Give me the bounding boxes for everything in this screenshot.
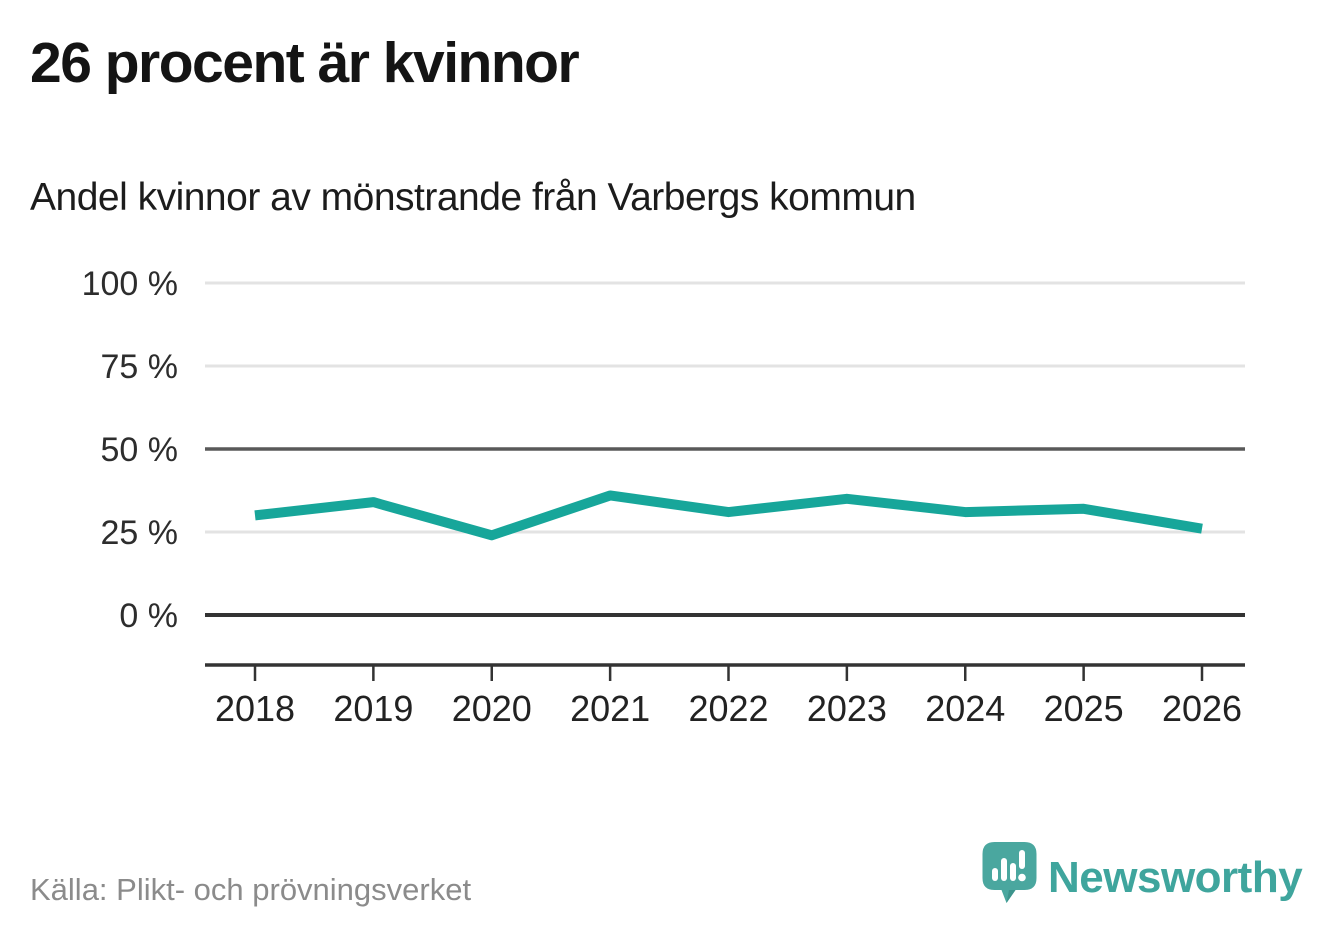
newsworthy-logo bbox=[981, 841, 1038, 905]
newsworthy-wordmark: Newsworthy bbox=[1048, 853, 1303, 902]
logo-bar-1 bbox=[992, 868, 998, 881]
logo-bar-3 bbox=[1010, 863, 1016, 881]
source-note: Källa: Plikt- och prövningsverket bbox=[30, 872, 472, 907]
x-tick-label: 2018 bbox=[215, 688, 295, 729]
x-tick-label: 2020 bbox=[452, 688, 532, 729]
y-tick-label: 50 % bbox=[101, 431, 179, 469]
x-tick-label: 2026 bbox=[1162, 688, 1242, 729]
data-line bbox=[254, 490, 1203, 541]
y-tick-label: 25 % bbox=[101, 514, 179, 552]
newsworthy-logo-icon bbox=[982, 842, 1037, 903]
y-tick-label: 75 % bbox=[101, 348, 179, 386]
logo-bar-2 bbox=[1001, 858, 1007, 881]
x-tick-label: 2019 bbox=[333, 688, 413, 729]
x-tick-label: 2025 bbox=[1044, 688, 1124, 729]
y-tick-label: 100 % bbox=[82, 265, 178, 303]
logo-exclamation-bar bbox=[1019, 850, 1025, 869]
x-tick-label: 2021 bbox=[570, 688, 650, 729]
x-tick-label: 2022 bbox=[688, 688, 768, 729]
chart-title: 26 procent är kvinnor bbox=[30, 31, 580, 95]
line-chart: 0 % 25 % 50 % 75 % 100 % 2018 2019 2020 2021 2022… bbox=[82, 265, 1245, 729]
chart-subtitle: Andel kvinnor av mönstrande från Varberg… bbox=[30, 176, 916, 219]
x-tick-label: 2023 bbox=[807, 688, 887, 729]
x-tick-label: 2024 bbox=[925, 688, 1005, 729]
logo-tail-shade bbox=[1006, 890, 1016, 903]
y-tick-label: 0 % bbox=[119, 597, 178, 635]
logo-exclamation-dot bbox=[1018, 873, 1026, 882]
